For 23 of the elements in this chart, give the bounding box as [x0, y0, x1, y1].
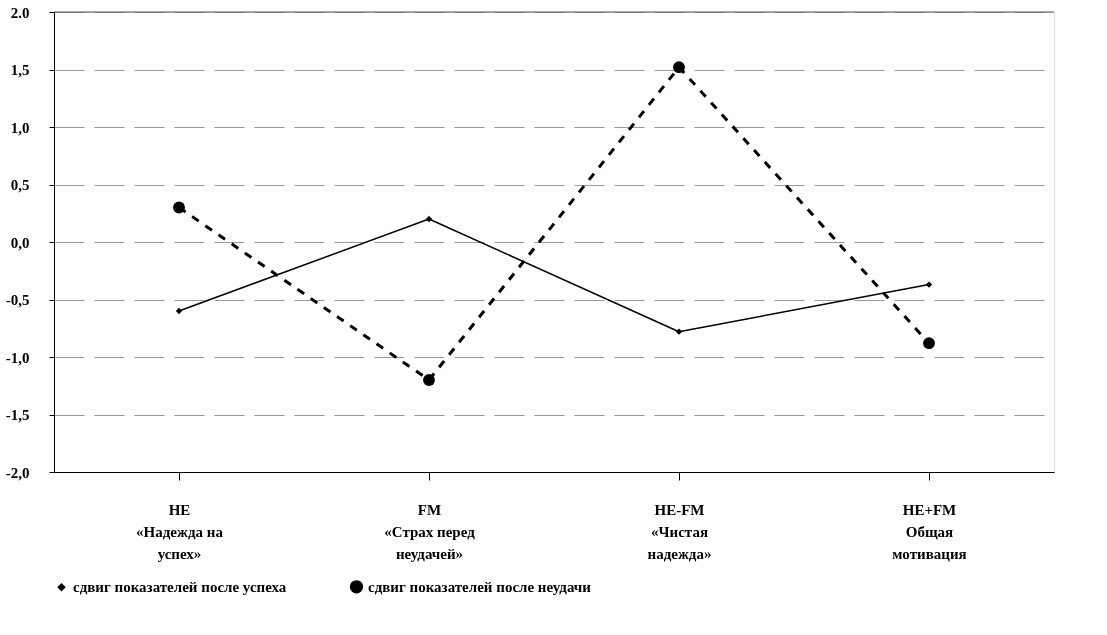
x-tick-label: HE-FM «Чистая надежда» — [647, 501, 712, 562]
point — [675, 328, 683, 335]
point — [425, 215, 433, 223]
y-tick-label: 1,5 — [10, 62, 30, 78]
x-tick-label: HE «Надежда на успех» — [136, 501, 224, 562]
legend-label: сдвиг показателей после неудачи — [368, 578, 592, 595]
x-tick-label: FM «Страх перед неудачей» — [384, 501, 476, 562]
y-tick-label: -1,5 — [5, 407, 30, 423]
y-tick-label: -2,0 — [5, 464, 30, 481]
y-tick-label: -1,0 — [5, 349, 30, 366]
y-tick-label: 1,0 — [10, 119, 30, 136]
point — [173, 201, 185, 214]
y-tick-label: 0,0 — [10, 234, 30, 251]
point — [923, 337, 935, 350]
y-tick-label: 0,5 — [10, 177, 30, 193]
legend-label: сдвиг показателей после успеха — [73, 579, 287, 596]
point — [925, 281, 933, 288]
y-tick-label: -0,5 — [5, 292, 30, 308]
point — [673, 61, 685, 74]
point — [423, 374, 435, 386]
y-tick-label: 2.0 — [10, 4, 30, 21]
x-tick-label: HE+FM Общая мотивация — [892, 501, 967, 562]
point — [175, 307, 183, 315]
